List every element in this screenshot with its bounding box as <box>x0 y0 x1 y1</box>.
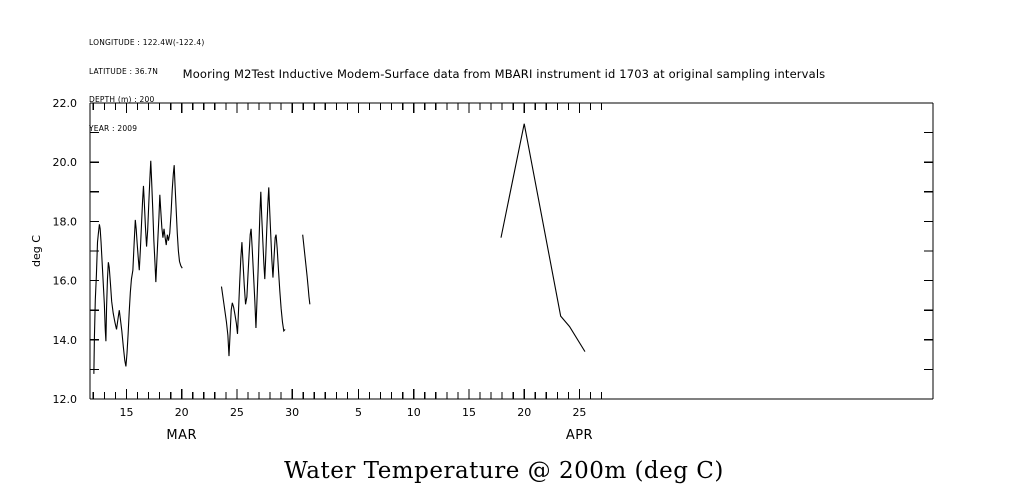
x-axis-tick-labels: 15 20 25 30 5 10 15 20 25 <box>119 406 586 419</box>
depth-label: DEPTH (m) : 200 <box>89 95 155 104</box>
x-tick-label: 25 <box>230 406 244 419</box>
year-label: YEAR : 2009 <box>89 123 138 133</box>
y-tick-label: 12.0 <box>53 393 78 406</box>
y-tick-label: 16.0 <box>53 275 78 288</box>
x-tick-label: 15 <box>119 406 133 419</box>
longitude-label: LONGITUDE : 122.4W(-122.4) <box>89 38 205 47</box>
x-axis-month-label: MAR <box>166 428 197 443</box>
y-tick-label: 18.0 <box>53 215 78 228</box>
y-axis-title: deg C <box>30 235 43 267</box>
x-tick-label: 20 <box>175 406 189 419</box>
chart-title: Mooring M2Test Inductive Modem-Surface d… <box>183 67 826 81</box>
chart-caption: Water Temperature @ 200m (deg C) <box>284 458 724 484</box>
y-axis-tick-labels: 12.0 14.0 16.0 18.0 20.0 22.0 <box>53 97 78 406</box>
latitude-label: LATITUDE : 36.7N <box>89 66 159 76</box>
segment-march-end <box>302 234 311 305</box>
segment-march-early <box>93 160 183 374</box>
x-tick-label: 10 <box>407 406 421 419</box>
y-tick-label: 20.0 <box>53 156 78 169</box>
segment-march-late <box>220 187 286 357</box>
x-tick-label: 5 <box>355 406 362 419</box>
x-axis-month-labels: MAR APR <box>166 428 593 443</box>
segment-april <box>500 123 586 352</box>
x-tick-label: 25 <box>572 406 586 419</box>
data-series-group <box>93 123 586 374</box>
y-axis-ticks <box>90 102 933 400</box>
x-tick-label: 15 <box>462 406 476 419</box>
x-tick-label: 30 <box>285 406 299 419</box>
x-tick-label: 20 <box>517 406 531 419</box>
y-tick-label: 22.0 <box>53 97 78 110</box>
metadata-block: LONGITUDE : 122.4W(-122.4) LATITUDE : 36… <box>89 19 204 152</box>
x-axis-ticks <box>92 103 603 399</box>
axis-frame <box>89 102 934 400</box>
x-axis-month-label: APR <box>566 428 593 443</box>
y-tick-label: 14.0 <box>53 334 78 347</box>
